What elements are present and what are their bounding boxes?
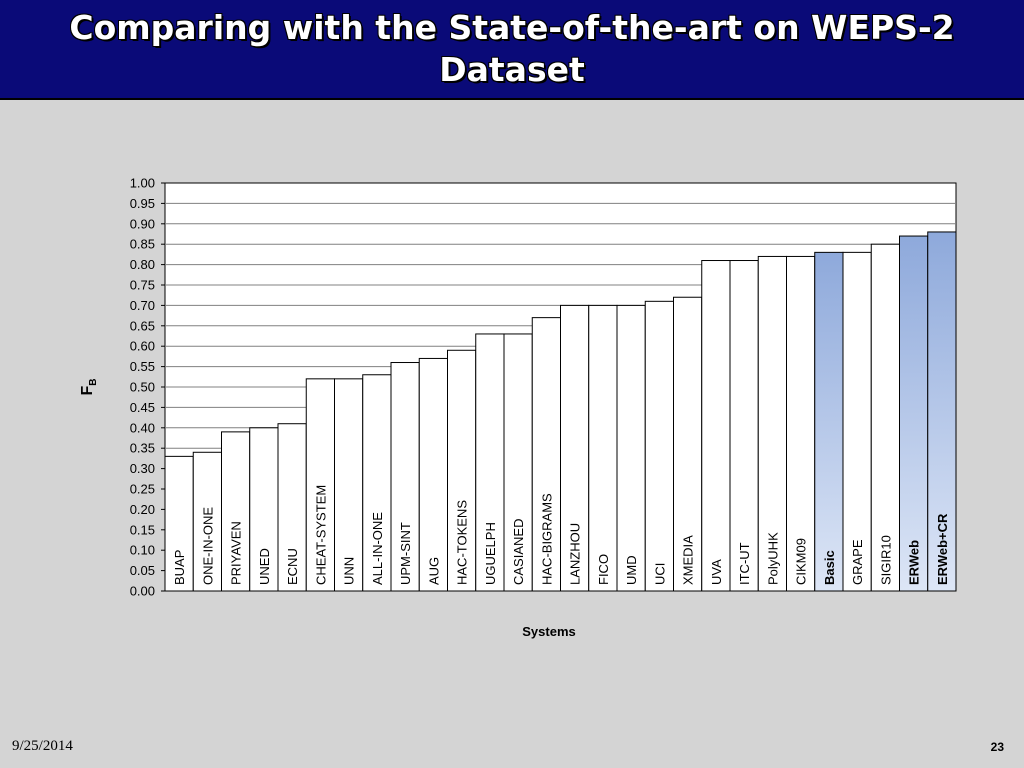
y-tick-label: 0.80 — [130, 257, 155, 272]
bar-cikm09 — [786, 255, 816, 592]
bar-aug — [418, 357, 448, 592]
bar-label: FICO — [596, 554, 611, 585]
bar-label: CIKM09 — [794, 538, 809, 585]
bar-one-in-one — [192, 451, 222, 592]
bar-label: UMD — [624, 555, 639, 585]
bar-unn — [334, 378, 364, 592]
y-tick-label: 0.85 — [130, 237, 155, 252]
bar-label: UVA — [709, 559, 724, 585]
y-tick-label: 0.20 — [130, 502, 155, 517]
y-tick-label: 0.70 — [130, 298, 155, 313]
y-tick-label: 0.65 — [130, 318, 155, 333]
bar-label: HAC-TOKENS — [455, 500, 470, 585]
y-tick-label: 0.25 — [130, 482, 155, 497]
bar-itc-ut — [729, 260, 759, 592]
bar-label: PRIYAVEN — [229, 521, 244, 585]
slide-title: Comparing with the State-of-the-art on W… — [69, 8, 955, 89]
bar-label: ECNU — [285, 548, 300, 585]
title-bar: Comparing with the State-of-the-art on W… — [0, 0, 1024, 100]
bar-label: Basic — [822, 550, 837, 585]
bar-uci — [644, 300, 674, 592]
bar-umd — [616, 304, 646, 592]
y-tick-label: 0.40 — [130, 420, 155, 435]
y-tick-label: 0.60 — [130, 339, 155, 354]
bar-all-in-one — [362, 374, 392, 592]
bar-casianed — [503, 333, 533, 592]
y-tick-label: 0.10 — [130, 543, 155, 558]
y-tick-label: 0.05 — [130, 563, 155, 578]
y-tick-label: 0.90 — [130, 216, 155, 231]
x-axis-label: Systems — [522, 624, 575, 639]
bar-label: CHEAT-SYSTEM — [313, 485, 328, 585]
y-tick-label: 0.15 — [130, 522, 155, 537]
y-tick-label: 0.35 — [130, 441, 155, 456]
bar-label: UCI — [652, 563, 667, 585]
page-number: 23 — [990, 740, 1004, 754]
slide-date: 9/25/2014 — [12, 738, 73, 754]
bar-polyuhk — [757, 255, 787, 592]
y-tick-label: 0.45 — [130, 400, 155, 415]
bar-uned — [249, 427, 279, 592]
y-tick-labels: 0.00 0.05 0.10 0.15 0.20 0.25 0.30 0.35 0.40 0.45… — [130, 176, 165, 599]
bar-label: UNN — [342, 557, 357, 585]
bar-label: AUG — [426, 557, 441, 585]
y-tick-label: 0.30 — [130, 461, 155, 476]
y-tick-label: 0.50 — [130, 380, 155, 395]
bar-label: UNED — [257, 548, 272, 585]
bar-hac-bigrams — [531, 317, 561, 592]
bar-label: GRAPE — [850, 539, 865, 585]
bar-uva — [701, 260, 731, 592]
bar-cheat-system — [305, 378, 335, 592]
bar-label: LANZHOU — [568, 523, 583, 585]
bar-basic — [814, 251, 844, 592]
bar-label: HAC-BIGRAMS — [539, 493, 554, 585]
bar-lanzhou — [560, 304, 590, 592]
bar-label: UGUELPH — [483, 522, 498, 585]
bar-label: XMEDIA — [681, 535, 696, 585]
bar-xmedia — [673, 296, 703, 592]
bar-label: PolyUHK — [765, 532, 780, 585]
bar-label: ALL-IN-ONE — [370, 512, 385, 585]
bar-label: BUAP — [172, 550, 187, 585]
bar-label: ERWeb — [907, 540, 922, 585]
bar-label: SIGIR10 — [878, 535, 893, 585]
y-tick-label: 0.75 — [130, 278, 155, 293]
y-tick-label: 0.55 — [130, 359, 155, 374]
y-tick-label: 1.00 — [130, 176, 155, 191]
bar-erweb-cr — [927, 231, 957, 592]
bar-fico — [588, 304, 618, 592]
bars: BUAP ONE-IN-ONE PRIYAVEN UNED ECNU CHEAT-SYST… — [164, 231, 957, 592]
bar-priyaven — [221, 431, 251, 592]
bar-erweb — [899, 235, 929, 592]
y-tick-label: 0.95 — [130, 196, 155, 211]
bar-label: ONE-IN-ONE — [200, 507, 215, 585]
y-tick-label: 0.00 — [130, 584, 155, 599]
bar-label: UPM-SINT — [398, 522, 413, 585]
bar-label: CASIANED — [511, 519, 526, 585]
bar-hac-tokens — [447, 349, 477, 592]
bar-sigir10 — [870, 243, 900, 592]
bar-buap — [164, 455, 194, 592]
bar-label: ITC-UT — [737, 542, 752, 585]
bar-uguelph — [475, 333, 505, 592]
bar-label: ERWeb+CR — [935, 513, 950, 585]
y-axis-label: FB — [79, 378, 99, 395]
y-axis-label-subscript: B — [88, 378, 99, 385]
